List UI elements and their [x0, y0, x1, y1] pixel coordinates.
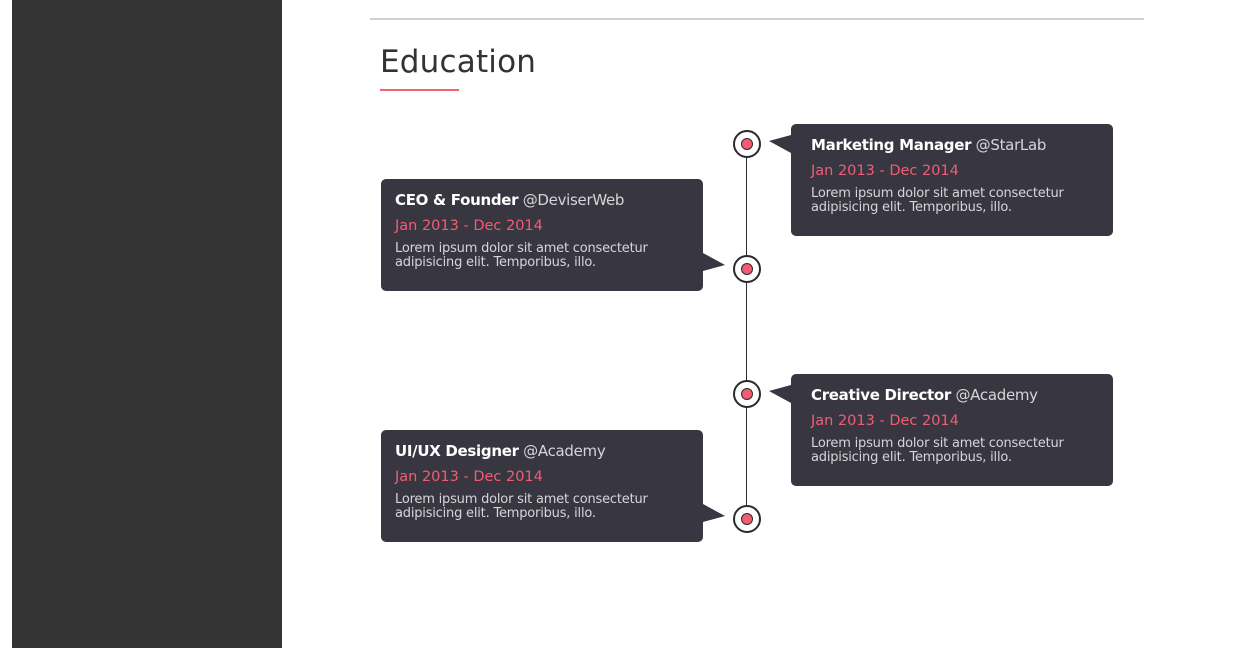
- card-dates: Jan 2013 - Dec 2014: [395, 218, 543, 234]
- card-heading: UI/UX Designer @Academy: [395, 442, 689, 460]
- timeline-line: [746, 144, 747, 520]
- card-heading: CEO & Founder @DeviserWeb: [395, 191, 689, 209]
- timeline-node-dot: [741, 138, 753, 150]
- card-description: Lorem ipsum dolor sit amet consectetur a…: [811, 436, 1064, 465]
- card-dates: Jan 2013 - Dec 2014: [811, 163, 959, 179]
- card-heading: Marketing Manager @StarLab: [811, 136, 1099, 154]
- card-description: Lorem ipsum dolor sit amet consectetur a…: [811, 186, 1064, 215]
- top-divider: [370, 18, 1144, 20]
- timeline-node-dot: [741, 513, 753, 525]
- section-title: Education: [380, 44, 537, 80]
- card-dates: Jan 2013 - Dec 2014: [811, 413, 959, 429]
- card-description: Lorem ipsum dolor sit amet consectetur a…: [395, 241, 648, 270]
- card-role: Marketing Manager: [811, 136, 972, 154]
- card-role: Creative Director: [811, 386, 952, 404]
- card-description: Lorem ipsum dolor sit amet consectetur a…: [395, 492, 648, 521]
- section-title-underline: [380, 89, 459, 91]
- timeline-card-marketing-manager: Marketing Manager @StarLab Jan 2013 - De…: [769, 124, 1113, 236]
- card-pointer: [769, 385, 791, 403]
- card-dates: Jan 2013 - Dec 2014: [395, 469, 543, 485]
- timeline-node-ui-ux-designer: [733, 505, 761, 533]
- timeline-card-ceo-founder: CEO & Founder @DeviserWeb Jan 2013 - Dec…: [381, 179, 725, 291]
- card-organization: @Academy: [955, 386, 1038, 404]
- timeline-node-creative-director: [733, 380, 761, 408]
- timeline-node-dot: [741, 263, 753, 275]
- card-role: UI/UX Designer: [395, 442, 519, 460]
- card-organization: @StarLab: [975, 136, 1047, 154]
- timeline-card-creative-director: Creative Director @Academy Jan 2013 - De…: [769, 374, 1113, 486]
- sidebar: [12, 0, 282, 648]
- card-pointer: [703, 253, 725, 271]
- timeline-node-ceo-founder: [733, 255, 761, 283]
- timeline-node-dot: [741, 388, 753, 400]
- card-heading: Creative Director @Academy: [811, 386, 1099, 404]
- card-role: CEO & Founder: [395, 191, 519, 209]
- card-organization: @Academy: [523, 442, 606, 460]
- card-pointer: [769, 135, 791, 153]
- card-organization: @DeviserWeb: [522, 191, 625, 209]
- timeline-card-ui-ux-designer: UI/UX Designer @Academy Jan 2013 - Dec 2…: [381, 430, 725, 542]
- card-pointer: [703, 504, 725, 522]
- timeline-node-marketing-manager: [733, 130, 761, 158]
